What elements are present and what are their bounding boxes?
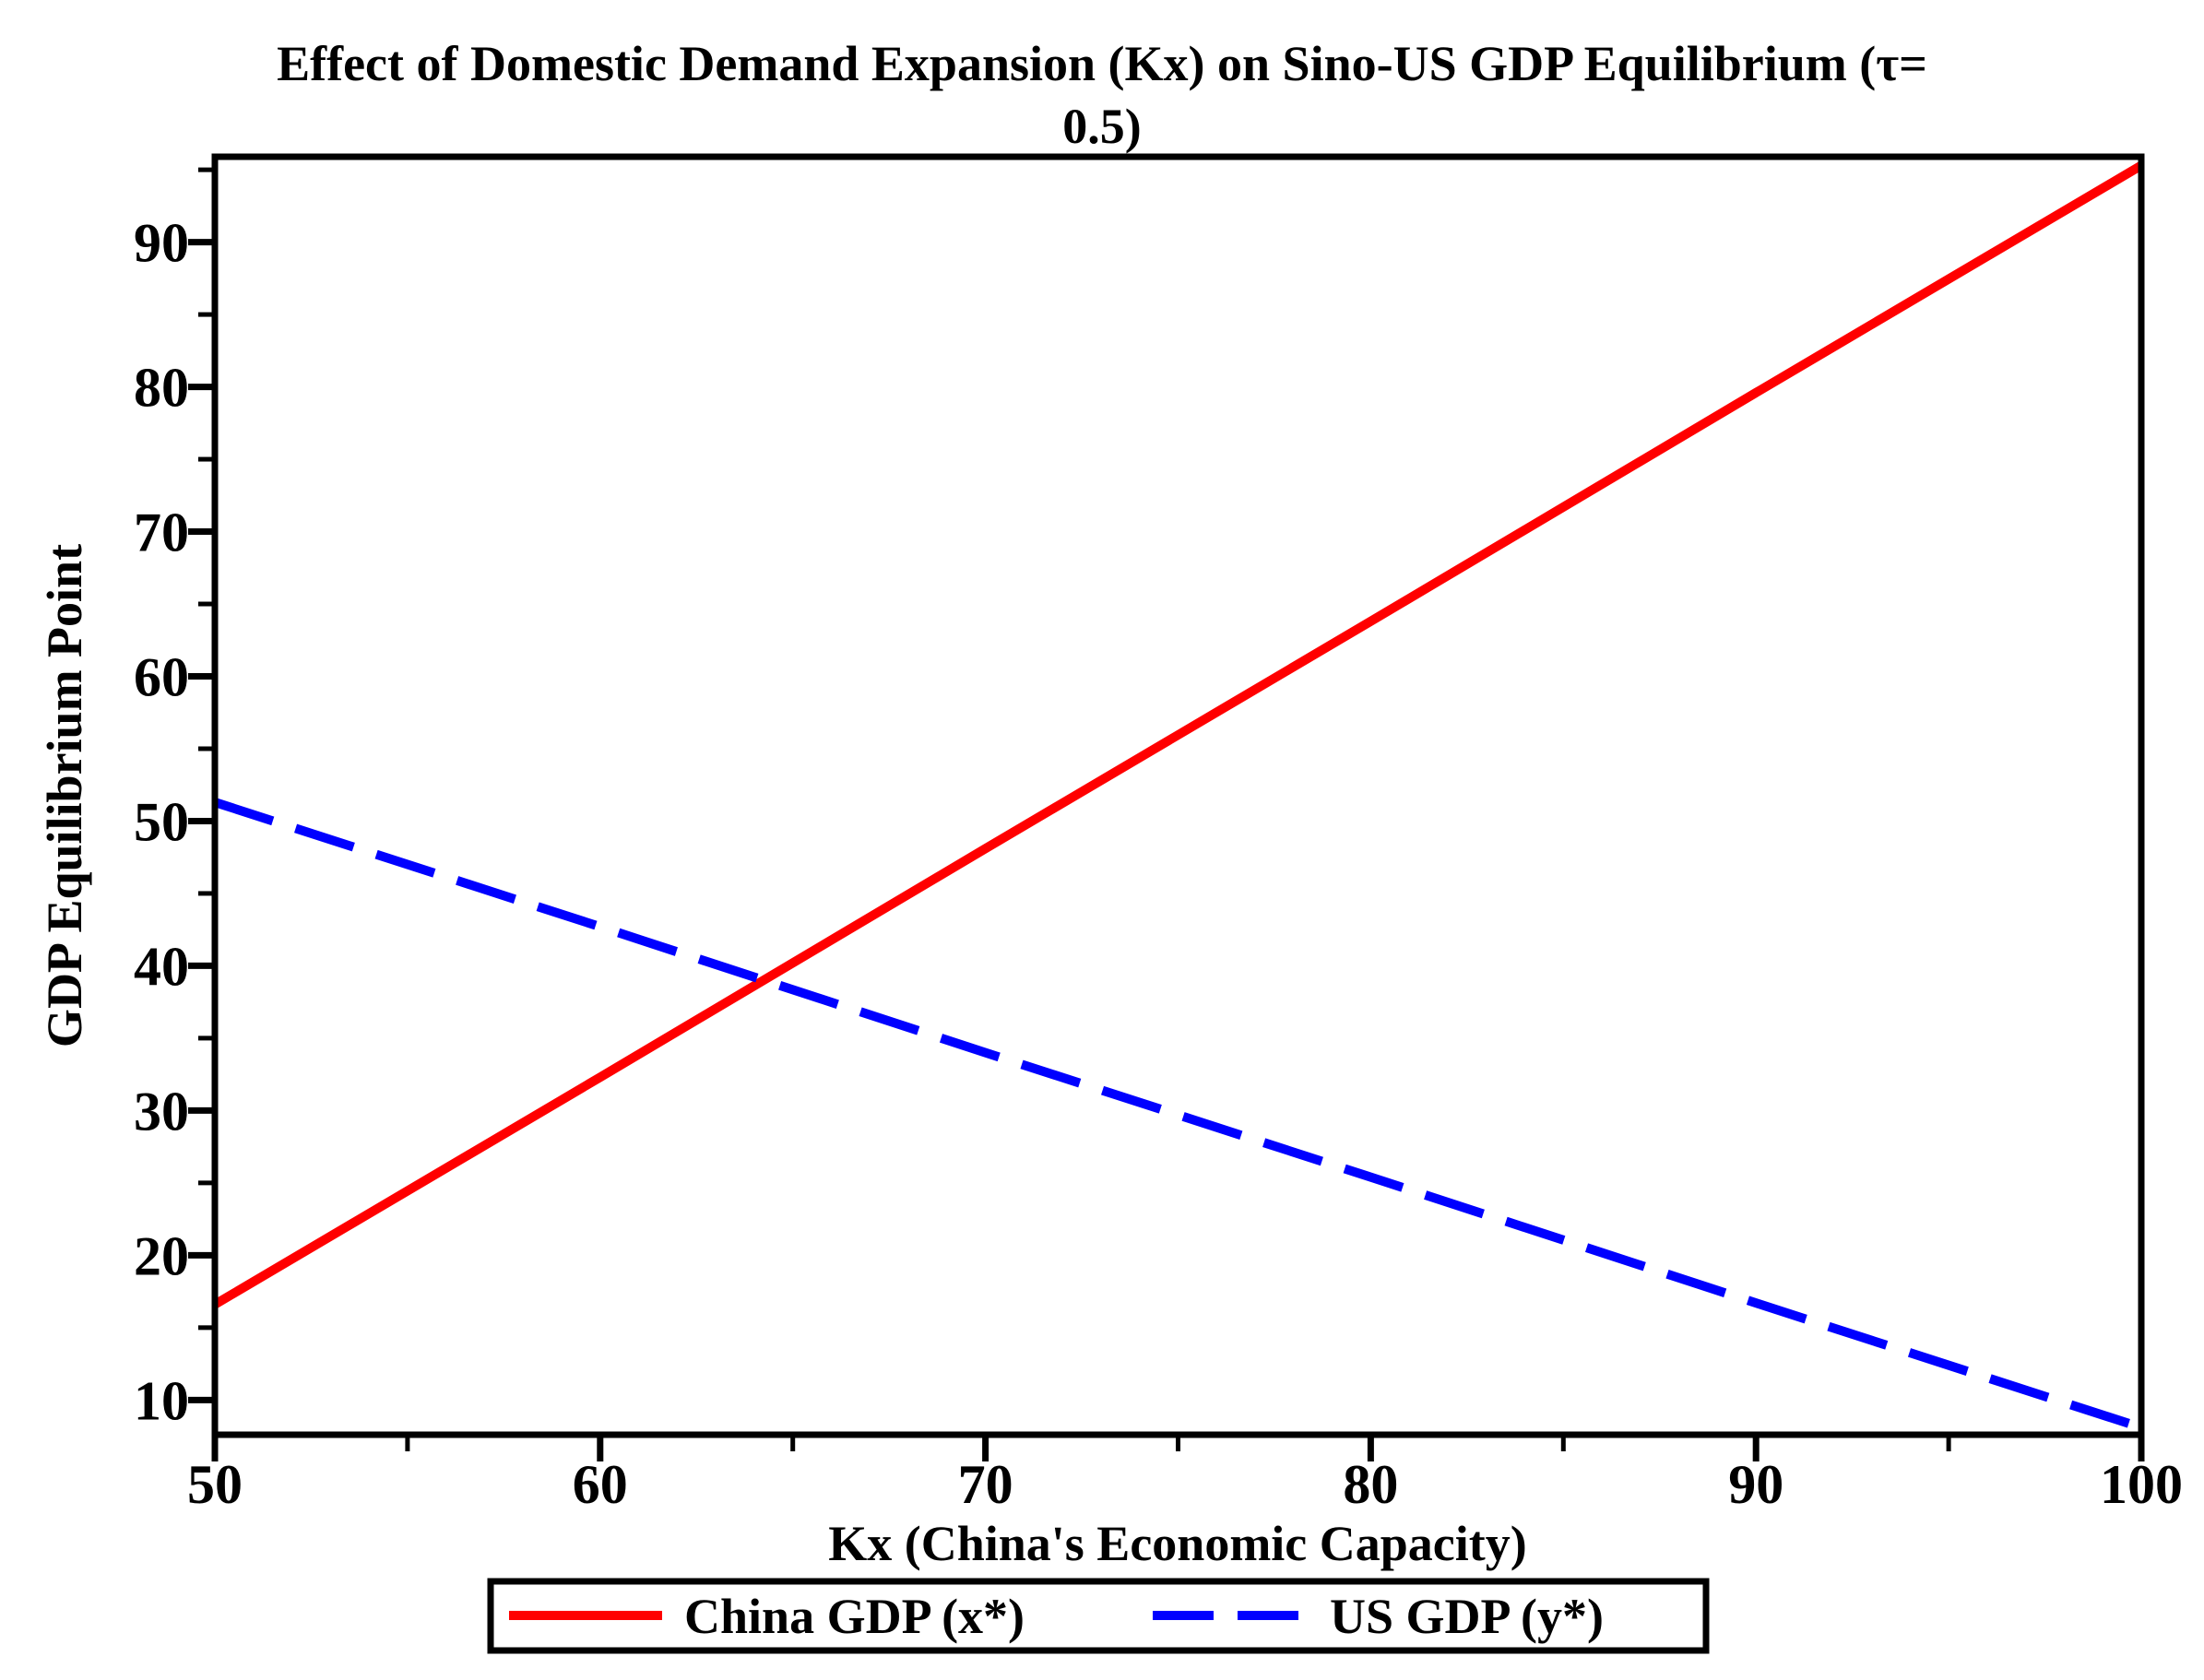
x-tick-label: 50 <box>187 1454 243 1515</box>
legend: China GDP (x*) US GDP (y*) <box>487 1578 1710 1654</box>
legend-box <box>487 1578 1710 1654</box>
plot-area: 50 60 70 80 90 100 10 20 30 40 50 60 70 80 90 <box>134 153 2183 1515</box>
legend-label-china: China GDP (x*) <box>684 1589 1025 1644</box>
y-tick-label: 70 <box>134 503 189 563</box>
series-line-us-gdp <box>213 798 2143 1432</box>
x-tick-label: 80 <box>1343 1454 1398 1515</box>
y-tick-label: 10 <box>134 1370 189 1431</box>
chart-title-line1: Effect of Domestic Demand Expansion (Kx)… <box>277 36 1927 91</box>
y-tick-label: 30 <box>134 1081 189 1142</box>
plot-frame <box>211 153 2145 1438</box>
legend-label-us: US GDP (y*) <box>1330 1589 1604 1644</box>
chart-title-line2: 0.5) <box>1062 99 1141 154</box>
y-tick-label: 40 <box>134 936 189 997</box>
y-tick-label: 50 <box>134 791 189 852</box>
y-axis-label: GDP Equilibrium Point <box>37 544 92 1047</box>
y-tick-label: 60 <box>134 647 189 708</box>
y-tick-label: 20 <box>134 1225 189 1286</box>
x-tick-label: 90 <box>1728 1454 1783 1515</box>
series-line-china-gdp <box>212 161 2144 1309</box>
y-tick-label: 80 <box>134 358 189 419</box>
x-tick-label: 60 <box>573 1454 628 1515</box>
y-tick-label: 90 <box>134 213 189 274</box>
x-tick-label: 100 <box>2100 1454 2183 1515</box>
x-axis-label: Kx (China's Economic Capacity) <box>828 1516 1527 1571</box>
x-tick-label: 70 <box>958 1454 1013 1515</box>
